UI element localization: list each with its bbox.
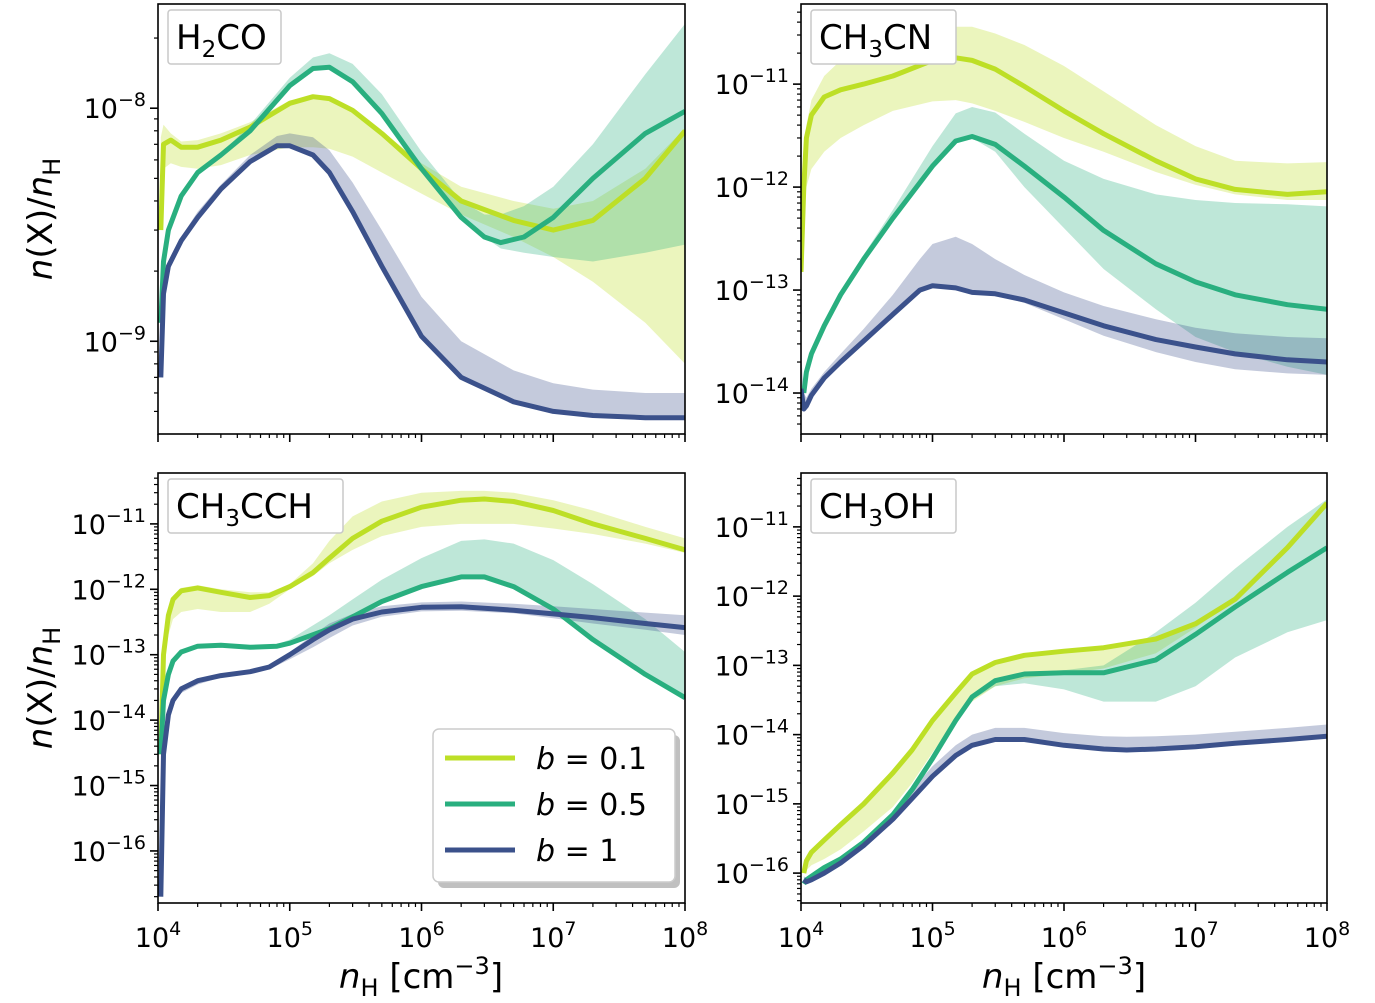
y-tick-label: 10−15 [715,785,789,821]
x-ticks [800,434,1328,442]
panel-ch3cn: 10−14 10−13 10−12 10−11 CH3CN [715,3,1328,442]
band-b01 [160,95,685,364]
x-axis-label-left: nH [cm−3] [339,952,503,1002]
molecule-label-text: CH3OH [819,487,935,532]
y-ticks: 10−9 10−8 [84,37,158,413]
band-b05 [160,23,685,323]
y-tick-label: 10−11 [715,65,789,101]
y-tick-label: 10−14 [715,374,789,410]
plot-area [801,499,1327,886]
x-ticks [157,434,686,442]
y-tick-label: 10−12 [715,577,789,613]
panels: 10−9 10−8 H2CO 10−14 10−13 10−12 10−11 CH3CN 104… [72,3,1350,954]
y-tick-label: 10−14 [72,701,146,737]
plot-area [801,26,1327,412]
band-b05 [803,107,1327,393]
y-axis-label-top: n(X)/nH [21,158,66,280]
band-b05 [803,499,1327,884]
line-b1 [802,733,1327,885]
line-b05 [801,545,1327,886]
x-tick-label: 105 [267,918,313,954]
line-b01 [158,496,685,755]
y-axis-label-bottom: n(X)/nH [21,627,66,749]
y-ticks: 10−14 10−13 10−12 10−11 [715,11,801,425]
line-b01 [801,55,1327,272]
x-tick-label: 104 [778,918,824,954]
band-b01 [803,500,1327,874]
x-tick-label: 108 [662,918,708,954]
y-ticks: 10−16 10−15 10−14 10−13 10−12 10−11 [715,477,801,902]
molecule-label-text: H2CO [176,18,267,63]
plot-area [158,490,685,897]
band-b01 [801,26,1327,272]
line-b05 [801,134,1327,394]
y-tick-label: 10−13 [715,646,789,682]
y-tick-label: 10−11 [72,505,146,541]
line-b01 [158,94,685,233]
molecule-label: CH3OH [810,478,957,534]
legend-entry-b1: b = 1 [445,834,618,869]
y-tick-label: 10−14 [715,716,789,752]
line-b1 [158,604,685,897]
y-tick-label: 10−13 [715,271,789,307]
molecule-label-text: CH3CCH [176,487,313,532]
molecule-label: CH3CCH [167,478,344,534]
legend-entry-b01: b = 0.1 [445,742,647,777]
x-tick-label: 107 [530,918,576,954]
plot-area [158,23,685,421]
legend-entry-b05: b = 0.5 [445,788,647,823]
band-b1 [801,236,1327,409]
x-tick-label: 106 [398,918,444,954]
line-b05 [158,64,685,323]
line-b1 [801,283,1327,412]
x-axis-label-right: nH [cm−3] [982,952,1146,1002]
x-tick-label: 105 [909,918,955,954]
molecule-label: H2CO [167,9,282,65]
line-b01 [801,501,1327,874]
y-tick-label: 10−12 [72,570,146,606]
y-tick-label: 10−13 [72,636,146,672]
y-ticks: 10−16 10−15 10−14 10−13 10−12 10−11 [72,477,158,898]
legend: b = 0.1 b = 0.5 b = 1 [432,728,680,888]
line-b1 [158,143,685,421]
band-b05 [160,539,685,755]
x-tick-label: 107 [1172,918,1218,954]
legend-label: b = 1 [536,834,618,869]
x-tick-label: 104 [135,918,181,954]
panel-h2co: 10−9 10−8 H2CO [84,3,686,442]
y-tick-label: 10−15 [72,767,146,803]
molecule-label-text: CH3CN [819,18,932,63]
x-tick-label: 108 [1304,918,1350,954]
panel-ch3cch: 104 105 106 107 108 10−16 10−15 10−14 10−13 10−12… [72,472,708,954]
y-tick-label: 10−11 [715,508,789,544]
panel-ch3oh: 104 105 106 107 108 10−16 10−15 10−14 10−13 10−12… [715,472,1350,954]
y-tick-label: 10−16 [715,854,789,890]
legend-box [432,728,676,883]
legend-label: b = 0.1 [536,742,647,777]
y-tick-label: 10−9 [84,322,146,358]
y-tick-label: 10−16 [72,832,146,868]
x-ticks: 104 105 106 107 108 [778,903,1350,954]
molecule-label: CH3CN [810,9,957,65]
y-tick-label: 10−8 [84,89,146,125]
x-ticks: 104 105 106 107 108 [135,903,708,954]
axis-labels: n(X)/nH n(X)/nH nH [cm−3] nH [cm−3] [21,158,1146,1002]
legend-label: b = 0.5 [536,788,647,823]
x-tick-label: 106 [1041,918,1087,954]
y-tick-label: 10−12 [715,168,789,204]
